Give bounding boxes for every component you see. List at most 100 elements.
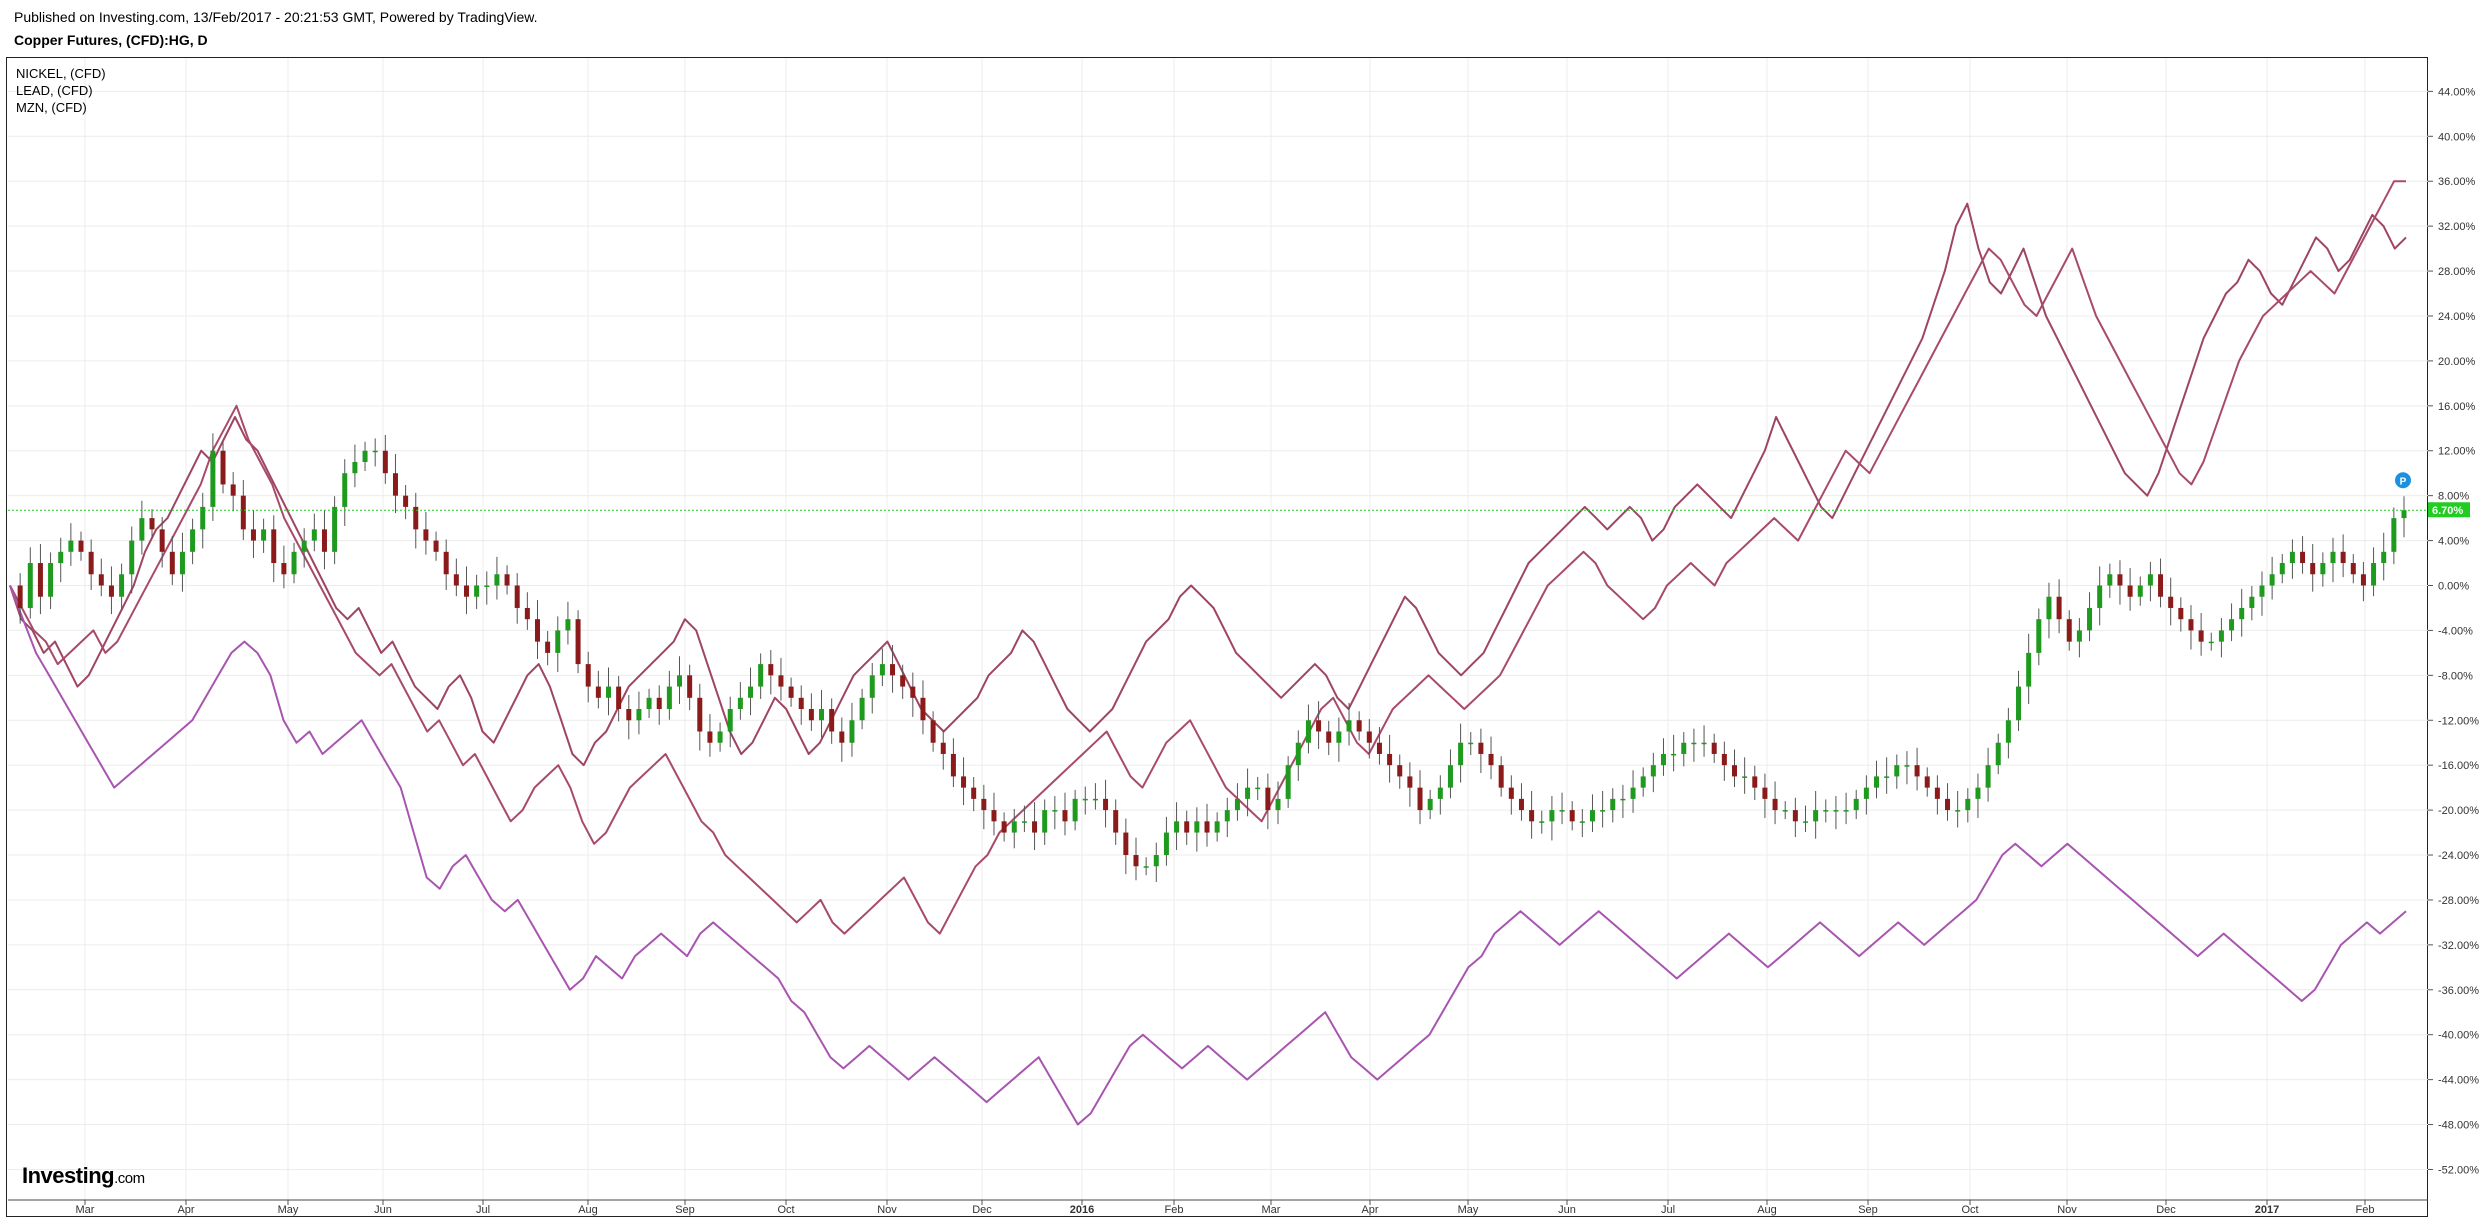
candle [1285, 756, 1291, 808]
candle [1397, 754, 1403, 789]
candle [159, 516, 165, 568]
candle-body [1955, 810, 1961, 812]
candle [2360, 561, 2366, 602]
candle [1123, 818, 1129, 875]
candle-body [1113, 810, 1119, 833]
candle [585, 651, 591, 703]
candle [362, 441, 368, 471]
candle-body [819, 709, 825, 721]
candle [1498, 756, 1504, 797]
x-tick-label: Mar [1262, 1204, 1281, 1216]
x-tick-label: Jul [1661, 1204, 1675, 1216]
candle-body [1265, 787, 1271, 811]
candle [1326, 720, 1332, 756]
y-tick-label: -28.00% [2438, 895, 2479, 907]
candle [1011, 808, 1017, 849]
candle [2188, 605, 2194, 650]
candle [1052, 796, 1058, 830]
candle [2320, 552, 2326, 587]
candle [1143, 857, 1149, 876]
candle-body [1011, 821, 1017, 833]
candle [1032, 802, 1038, 850]
candle-body [1184, 821, 1190, 833]
candle [1417, 770, 1423, 825]
legend-item: LEAD, (CFD) [16, 83, 93, 98]
candle-body [808, 709, 814, 721]
candle [697, 683, 703, 751]
candle [758, 653, 764, 699]
candle-body [2300, 551, 2306, 564]
x-tick-label: Jun [1558, 1204, 1576, 1216]
candle [1184, 810, 1190, 845]
series-line [9, 202, 2407, 767]
candle-body [930, 720, 936, 743]
candle [1843, 792, 1849, 825]
x-tick-label: Oct [777, 1204, 794, 1216]
candle [291, 542, 297, 584]
candle-body [311, 529, 317, 541]
candle [2066, 610, 2072, 651]
candle-body [1072, 798, 1078, 822]
candle [819, 689, 825, 738]
candle-body [677, 675, 683, 687]
candle [534, 600, 540, 660]
candle-body [1356, 720, 1362, 732]
candle [301, 528, 307, 568]
series-line [9, 180, 2406, 935]
candle [2117, 560, 2123, 605]
candle-body [1285, 765, 1291, 799]
candle-body [1234, 798, 1240, 811]
candle [2289, 539, 2295, 579]
candle-body [2391, 518, 2397, 552]
y-tick-label: 44.00% [2438, 86, 2476, 98]
candle-body [382, 450, 388, 474]
candle [1305, 704, 1311, 754]
x-tick-label: May [1458, 1204, 1479, 1216]
candle-body [778, 675, 784, 687]
candle-body [301, 540, 307, 552]
candle [271, 515, 277, 583]
x-tick-label: Sep [1858, 1204, 1878, 1216]
candle [788, 677, 794, 707]
candle [2016, 670, 2022, 731]
candle [748, 667, 754, 716]
candle-body [129, 540, 135, 575]
candle-body [1995, 742, 2001, 766]
candle-body [1823, 810, 1829, 812]
candle-body [534, 619, 540, 642]
candle [2391, 507, 2397, 565]
candle-body [413, 506, 419, 530]
candle-body [2340, 551, 2346, 564]
candle [352, 444, 358, 488]
candle-body [230, 484, 236, 496]
candle-body [98, 574, 104, 586]
candle-body [1103, 798, 1109, 811]
candle-body [78, 540, 84, 552]
symbol-title: Copper Futures, (CFD):HG, D [14, 32, 208, 48]
candle-body [717, 731, 723, 743]
candle-body [595, 686, 601, 698]
candle-body [1123, 832, 1129, 856]
candle-body [2360, 574, 2366, 586]
candle [1681, 732, 1687, 767]
logo-suffix: .com [114, 1170, 145, 1187]
candle [220, 441, 226, 494]
candle [1539, 810, 1545, 834]
candle-body [2168, 596, 2174, 608]
candle-body [2229, 619, 2235, 631]
candle-body [707, 731, 713, 743]
candle-body [1610, 798, 1616, 811]
candle [1711, 733, 1717, 763]
candle-body [1468, 742, 1474, 745]
candle-body [1163, 832, 1169, 856]
candle [1600, 791, 1606, 828]
candle [2087, 592, 2093, 642]
candle [687, 664, 693, 711]
candle [2178, 597, 2184, 632]
candle-body [37, 563, 43, 597]
y-tick-label: 24.00% [2438, 311, 2476, 323]
candle [981, 784, 987, 830]
candle [1062, 792, 1068, 836]
candle-body [1904, 765, 1910, 767]
